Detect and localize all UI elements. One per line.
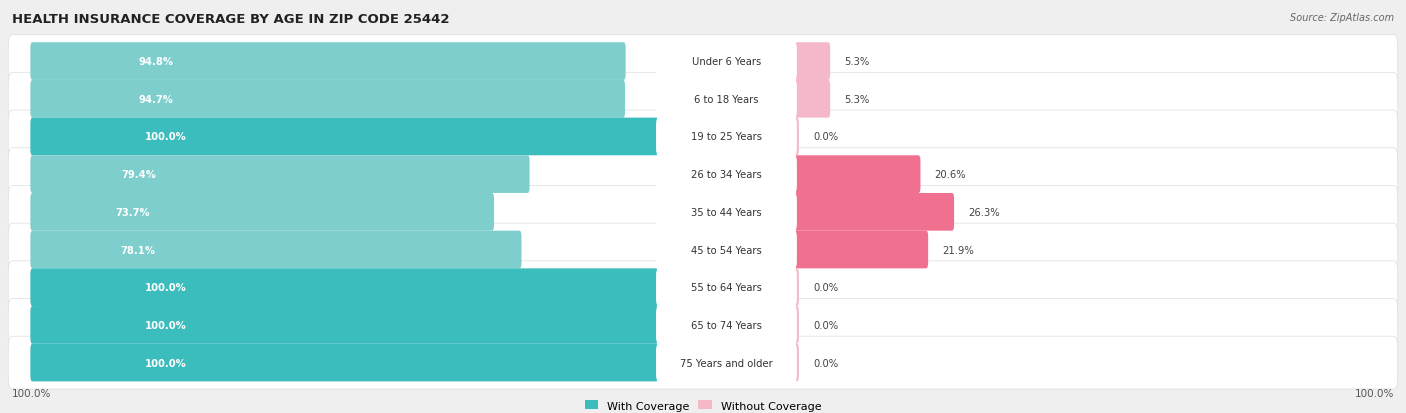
Text: 75 Years and older: 75 Years and older — [681, 358, 773, 368]
FancyBboxPatch shape — [31, 81, 626, 118]
FancyBboxPatch shape — [8, 186, 1398, 239]
FancyBboxPatch shape — [794, 118, 799, 156]
FancyBboxPatch shape — [31, 306, 658, 344]
FancyBboxPatch shape — [31, 43, 626, 81]
FancyBboxPatch shape — [8, 223, 1398, 276]
FancyBboxPatch shape — [657, 118, 797, 156]
FancyBboxPatch shape — [8, 299, 1398, 351]
FancyBboxPatch shape — [657, 43, 797, 81]
Text: 100.0%: 100.0% — [1354, 388, 1393, 398]
Text: 35 to 44 Years: 35 to 44 Years — [692, 207, 762, 217]
FancyBboxPatch shape — [31, 269, 658, 306]
FancyBboxPatch shape — [8, 73, 1398, 126]
FancyBboxPatch shape — [8, 261, 1398, 314]
FancyBboxPatch shape — [794, 194, 955, 231]
FancyBboxPatch shape — [31, 231, 522, 269]
FancyBboxPatch shape — [657, 231, 797, 269]
FancyBboxPatch shape — [657, 193, 797, 231]
Text: 26.3%: 26.3% — [969, 207, 1000, 217]
Text: 6 to 18 Years: 6 to 18 Years — [695, 95, 759, 104]
FancyBboxPatch shape — [794, 43, 830, 81]
Text: 20.6%: 20.6% — [935, 170, 966, 180]
Text: 73.7%: 73.7% — [115, 207, 150, 217]
Text: 79.4%: 79.4% — [121, 170, 156, 180]
FancyBboxPatch shape — [657, 156, 797, 194]
Text: 100.0%: 100.0% — [145, 282, 187, 292]
Text: 100.0%: 100.0% — [145, 132, 187, 142]
FancyBboxPatch shape — [31, 194, 494, 231]
Text: 65 to 74 Years: 65 to 74 Years — [690, 320, 762, 330]
FancyBboxPatch shape — [8, 148, 1398, 201]
Text: 100.0%: 100.0% — [13, 388, 52, 398]
FancyBboxPatch shape — [31, 156, 530, 194]
Text: 0.0%: 0.0% — [813, 358, 838, 368]
Text: 5.3%: 5.3% — [844, 95, 869, 104]
FancyBboxPatch shape — [794, 344, 799, 382]
Text: 21.9%: 21.9% — [942, 245, 974, 255]
FancyBboxPatch shape — [794, 231, 928, 269]
Text: 55 to 64 Years: 55 to 64 Years — [690, 282, 762, 292]
FancyBboxPatch shape — [657, 268, 797, 307]
FancyBboxPatch shape — [31, 344, 658, 382]
FancyBboxPatch shape — [8, 36, 1398, 88]
FancyBboxPatch shape — [31, 118, 658, 156]
FancyBboxPatch shape — [794, 306, 799, 344]
Text: Under 6 Years: Under 6 Years — [692, 57, 761, 67]
Text: Source: ZipAtlas.com: Source: ZipAtlas.com — [1289, 13, 1393, 23]
Text: 0.0%: 0.0% — [813, 282, 838, 292]
Text: 94.7%: 94.7% — [139, 95, 173, 104]
Text: HEALTH INSURANCE COVERAGE BY AGE IN ZIP CODE 25442: HEALTH INSURANCE COVERAGE BY AGE IN ZIP … — [13, 13, 450, 26]
Legend: With Coverage, Without Coverage: With Coverage, Without Coverage — [585, 400, 821, 411]
Text: 0.0%: 0.0% — [813, 132, 838, 142]
FancyBboxPatch shape — [657, 344, 797, 382]
Text: 78.1%: 78.1% — [120, 245, 155, 255]
FancyBboxPatch shape — [8, 336, 1398, 389]
Text: 100.0%: 100.0% — [145, 320, 187, 330]
FancyBboxPatch shape — [8, 111, 1398, 164]
Text: 5.3%: 5.3% — [844, 57, 869, 67]
Text: 100.0%: 100.0% — [145, 358, 187, 368]
Text: 94.8%: 94.8% — [139, 57, 174, 67]
Text: 26 to 34 Years: 26 to 34 Years — [692, 170, 762, 180]
Text: 0.0%: 0.0% — [813, 320, 838, 330]
Text: 45 to 54 Years: 45 to 54 Years — [692, 245, 762, 255]
FancyBboxPatch shape — [794, 81, 830, 118]
FancyBboxPatch shape — [794, 156, 921, 194]
FancyBboxPatch shape — [794, 269, 799, 306]
FancyBboxPatch shape — [657, 81, 797, 119]
FancyBboxPatch shape — [657, 306, 797, 344]
Text: 19 to 25 Years: 19 to 25 Years — [690, 132, 762, 142]
